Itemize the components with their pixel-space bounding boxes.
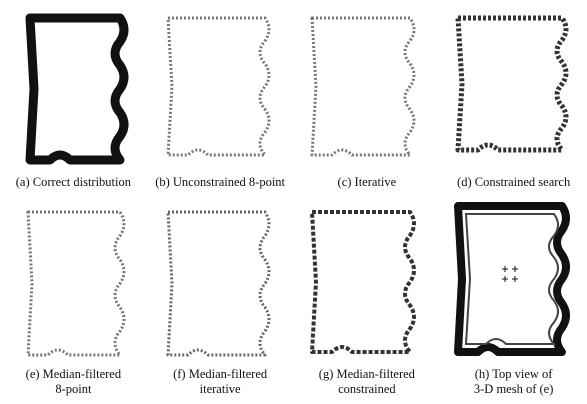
caption: (e) Median-filtered	[26, 367, 122, 381]
caption: (d) Constrained search	[457, 175, 571, 189]
panel-image	[30, 18, 124, 160]
panel-image	[168, 18, 269, 155]
panel: (c) Iterative	[312, 18, 414, 189]
figure: (a) Correct distribution (b) Unconstraine…	[0, 0, 587, 404]
caption: constrained	[338, 382, 396, 396]
panel-image	[312, 18, 414, 155]
caption: 3-D mesh of (e)	[474, 382, 554, 396]
marker	[502, 276, 508, 282]
caption: (g) Median-filtered	[319, 367, 416, 381]
caption: (f) Median-filtered	[173, 367, 268, 381]
panel-image	[312, 212, 414, 352]
caption: (b) Unconstrained 8-point	[155, 175, 285, 189]
panel-image	[458, 18, 566, 150]
panel: (d) Constrained search	[457, 18, 571, 189]
caption: (c) Iterative	[338, 175, 397, 189]
caption: (h) Top view of	[475, 367, 554, 381]
marker	[512, 276, 518, 282]
panel-image	[168, 212, 269, 355]
panel: (b) Unconstrained 8-point	[155, 18, 285, 189]
panel: (h) Top view of3-D mesh of (e)	[458, 206, 566, 396]
caption: iterative	[200, 382, 241, 396]
marker	[502, 266, 508, 272]
panel: (a) Correct distribution	[16, 18, 132, 189]
caption: (a) Correct distribution	[16, 175, 132, 189]
marker	[512, 266, 518, 272]
caption: 8-point	[55, 382, 92, 396]
panel-image	[28, 212, 124, 355]
